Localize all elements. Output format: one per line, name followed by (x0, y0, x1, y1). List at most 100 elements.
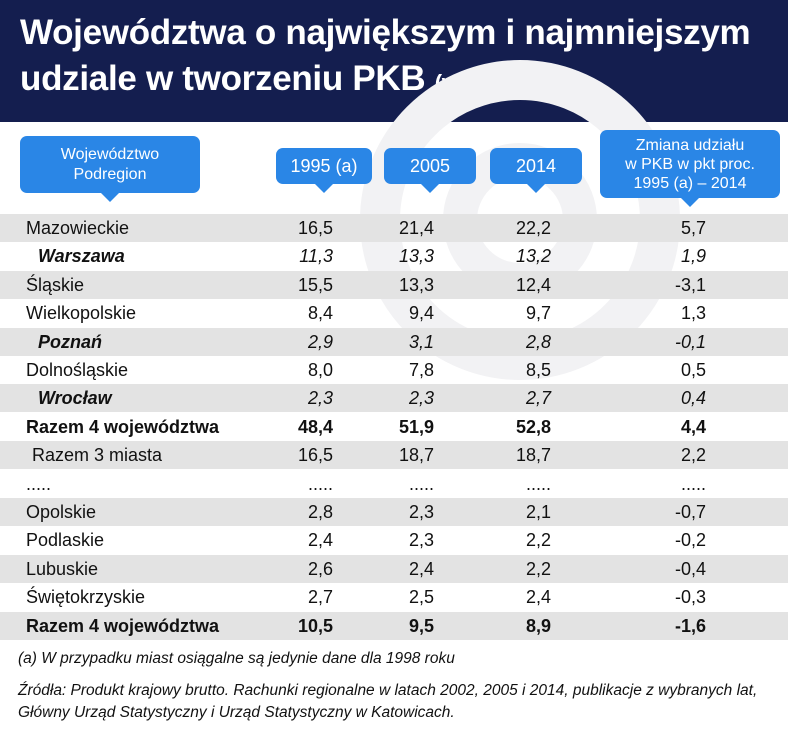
table-cell: 8,9 (525, 615, 551, 636)
table-row: Poznań 2,9 3,1 2,8 -0,1 (0, 327, 788, 356)
table-cell: 52,8 (515, 416, 551, 437)
table-cell: 2,3 (408, 502, 434, 522)
table-cell: 0,5 (680, 360, 706, 380)
table-cell: 2,4 (408, 558, 434, 579)
table-cell: 21,4 (398, 218, 434, 238)
table-cell: 16,5 (297, 445, 333, 466)
table-cell: 51,9 (398, 416, 434, 437)
table-cell: 3,1 (408, 331, 434, 352)
page-title: Województwa o największym i najmniejszym… (20, 10, 780, 106)
table-cell: 2,3 (307, 388, 333, 409)
title-text: Województwa o największym i najmniejszym… (20, 13, 751, 98)
table-cell: 4,4 (680, 416, 706, 437)
table-row: Wielkopolskie 8,4 9,4 9,7 1,3 (0, 299, 788, 327)
table-row: Mazowieckie 16,5 21,4 22,2 5,7 (0, 214, 788, 242)
column-header-1995: 1995 (a) (276, 148, 372, 193)
table-row: ......................... (0, 470, 788, 498)
table-row: Lubuskie 2,6 2,4 2,2 -0,4 (0, 554, 788, 583)
column-header-2005: 2005 (384, 148, 476, 193)
table-cell: 2,2 (680, 445, 706, 466)
table-cell: -3,1 (674, 274, 706, 295)
column-header-name: Województwo Podregion (20, 136, 200, 202)
table-cell: 2,3 (408, 530, 434, 551)
table-cell: 13,2 (515, 246, 551, 267)
table-cell: 9,7 (525, 303, 551, 324)
row-label: Lubuskie (26, 558, 99, 579)
table-cell: 2,5 (408, 587, 434, 608)
row-label: Warszawa (38, 246, 125, 267)
table-cell: ..... (408, 473, 434, 494)
table-row: Razem 3 miasta 16,5 18,7 18,7 2,2 (0, 441, 788, 470)
table-cell: 2,1 (525, 502, 551, 522)
table-row: Opolskie 2,8 2,3 2,1 -0,7 (0, 498, 788, 526)
table-cell: 5,7 (680, 218, 706, 238)
table-cell: 2,7 (307, 587, 333, 608)
table-cell: 1,9 (680, 246, 706, 267)
table-cell: 7,8 (408, 360, 434, 380)
table-cell: 18,7 (398, 445, 434, 466)
table-cell: ..... (307, 473, 333, 494)
table-cell: ..... (680, 473, 706, 494)
column-header-2014-text: 2014 (515, 156, 557, 176)
source-note: Źródła: Produkt krajowy brutto. Rachunki… (18, 682, 758, 721)
table-cell: 11,3 (299, 246, 333, 267)
table-cell: 22,2 (515, 218, 551, 238)
header-banner: Województwa o największym i najmniejszym… (0, 0, 788, 122)
table-cell: 48,4 (297, 416, 333, 437)
table-row: Podlaskie 2,4 2,3 2,2 -0,2 (0, 526, 788, 554)
table-cell: -0,4 (674, 558, 706, 579)
table-cell: -0,2 (674, 530, 706, 551)
table-row: Wrocław 2,3 2,3 2,7 0,4 (0, 384, 788, 413)
table-cell: 1,3 (680, 303, 706, 324)
table-row: Warszawa 11,3 13,3 13,2 1,9 (0, 242, 788, 270)
table-cell: 2,8 (525, 331, 551, 352)
table-cell: -0,7 (674, 502, 706, 522)
row-label: Razem 4 województwa (26, 416, 220, 437)
table-cell: 2,2 (525, 530, 551, 551)
table-cell: 16,5 (297, 218, 333, 238)
table-cell: ..... (525, 473, 551, 494)
row-label: Opolskie (26, 502, 97, 522)
table-row: Razem 4 województwa 10,5 9,5 8,9 -1,6 (0, 611, 788, 640)
row-label: Mazowieckie (26, 218, 130, 238)
row-label: Razem 3 miasta (32, 445, 163, 466)
column-header-1995-text: 1995 (a) (290, 156, 358, 176)
table-cell: 10,5 (297, 615, 333, 636)
table-cell: 8,0 (307, 360, 333, 380)
row-label: Wrocław (38, 388, 112, 409)
row-label: Razem 4 województwa (26, 615, 220, 636)
column-header-change: Zmiana udziału w PKB w pkt proc. 1995 (a… (600, 130, 780, 207)
table-cell: 2,2 (525, 558, 551, 579)
table-cell: 13,3 (398, 274, 434, 295)
row-label: Świętokrzyskie (26, 587, 146, 608)
footnote: (a) W przypadku miast osiągalne są jedyn… (18, 650, 455, 667)
row-label: Dolnośląskie (26, 360, 129, 380)
table-cell: 2,9 (307, 331, 333, 352)
row-label: Śląskie (26, 274, 85, 295)
column-header-change-text: Zmiana udziału w PKB w pkt proc. 1995 (a… (625, 136, 755, 192)
table-cell: 12,4 (515, 274, 551, 295)
table-cell: -0,3 (674, 587, 706, 608)
table-cell: 0,4 (680, 388, 706, 409)
table-row: Świętokrzyskie 2,7 2,5 2,4 -0,3 (0, 583, 788, 611)
table-cell: 2,7 (525, 388, 551, 409)
table-cell: 9,4 (408, 303, 434, 324)
table-cell: -1,6 (674, 615, 706, 636)
table-cell: 2,8 (307, 502, 333, 522)
table-row: Dolnośląskie 8,0 7,8 8,5 0,5 (0, 356, 788, 384)
row-label: Poznań (38, 331, 103, 352)
title-unit: (w proc.) (434, 70, 524, 95)
table-cell: -0,1 (674, 331, 706, 352)
table-row: Razem 4 województwa 48,4 51,9 52,8 4,4 (0, 413, 788, 441)
table-cell: 18,7 (515, 445, 551, 466)
column-header-2005-text: 2005 (409, 156, 451, 176)
row-label: Wielkopolskie (26, 303, 137, 324)
table-cell: 2,4 (307, 530, 333, 551)
table-cell: 15,5 (297, 274, 333, 295)
table-row: Śląskie 15,5 13,3 12,4 -3,1 (0, 270, 788, 299)
table-cell: 9,5 (408, 615, 434, 636)
row-label: ..... (26, 473, 52, 494)
row-label: Podlaskie (26, 530, 105, 551)
table-cell: 2,6 (307, 558, 333, 579)
table-cell: 8,5 (525, 360, 551, 380)
